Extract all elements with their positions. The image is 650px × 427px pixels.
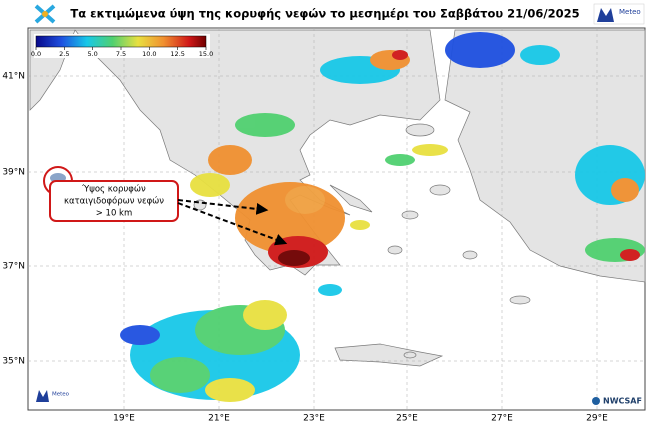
cloud-field: [120, 32, 645, 402]
annotation-line: καταιγιδοφόρων νεφών: [64, 196, 164, 207]
lon-label: 25°E: [396, 414, 418, 424]
colorbar: 0.0 2.5 5.0 7.5 10.0 12.5 15.0: [31, 34, 213, 58]
lon-label: 27°E: [491, 414, 513, 424]
lon-label: 29°E: [586, 414, 608, 424]
lon-label: 23°E: [303, 414, 325, 424]
logo-right: Meteo: [593, 3, 645, 25]
lat-label: 41°N: [2, 72, 25, 82]
colorbar-tick-label: 12.5: [170, 50, 184, 58]
logo-left: [34, 4, 56, 24]
axis-labels: 41°N 39°N 37°N 35°N 19°E 21°E 23°E 25°E 27°E 29°E: [2, 72, 608, 424]
logo-text: Meteo: [52, 392, 70, 398]
lat-label: 35°N: [2, 357, 25, 367]
colorbar-tick-label: 2.5: [59, 50, 69, 58]
title-bar: [0, 0, 650, 27]
lat-label: 37°N: [2, 262, 25, 272]
annotation-line: Ύψος κορυφών: [81, 184, 146, 195]
lon-label: 21°E: [208, 414, 230, 424]
logo-text: Meteo: [619, 8, 641, 16]
lon-label: 19°E: [113, 414, 135, 424]
annotation: Ύψος κορυφών καταιγιδοφόρων νεφών > 10 k…: [43, 166, 288, 246]
colorbar-tick-label: 0.0: [31, 50, 41, 58]
logo-text: NWCSAF: [603, 397, 642, 406]
colorbar-tick-label: 5.0: [87, 50, 97, 58]
colorbar-tick-label: 15.0: [199, 50, 213, 58]
title: Τα εκτιμώμενα ύψη της κορυφής νεφών το μ…: [70, 7, 579, 21]
annotation-line: > 10 km: [96, 209, 133, 219]
colorbar-tick-label: 10.0: [142, 50, 156, 58]
lat-label: 39°N: [2, 168, 25, 178]
colorbar-tick-label: 7.5: [116, 50, 126, 58]
footer-logo-right: NWCSAF: [592, 397, 642, 406]
footer-logo-left: Meteo: [36, 390, 70, 402]
